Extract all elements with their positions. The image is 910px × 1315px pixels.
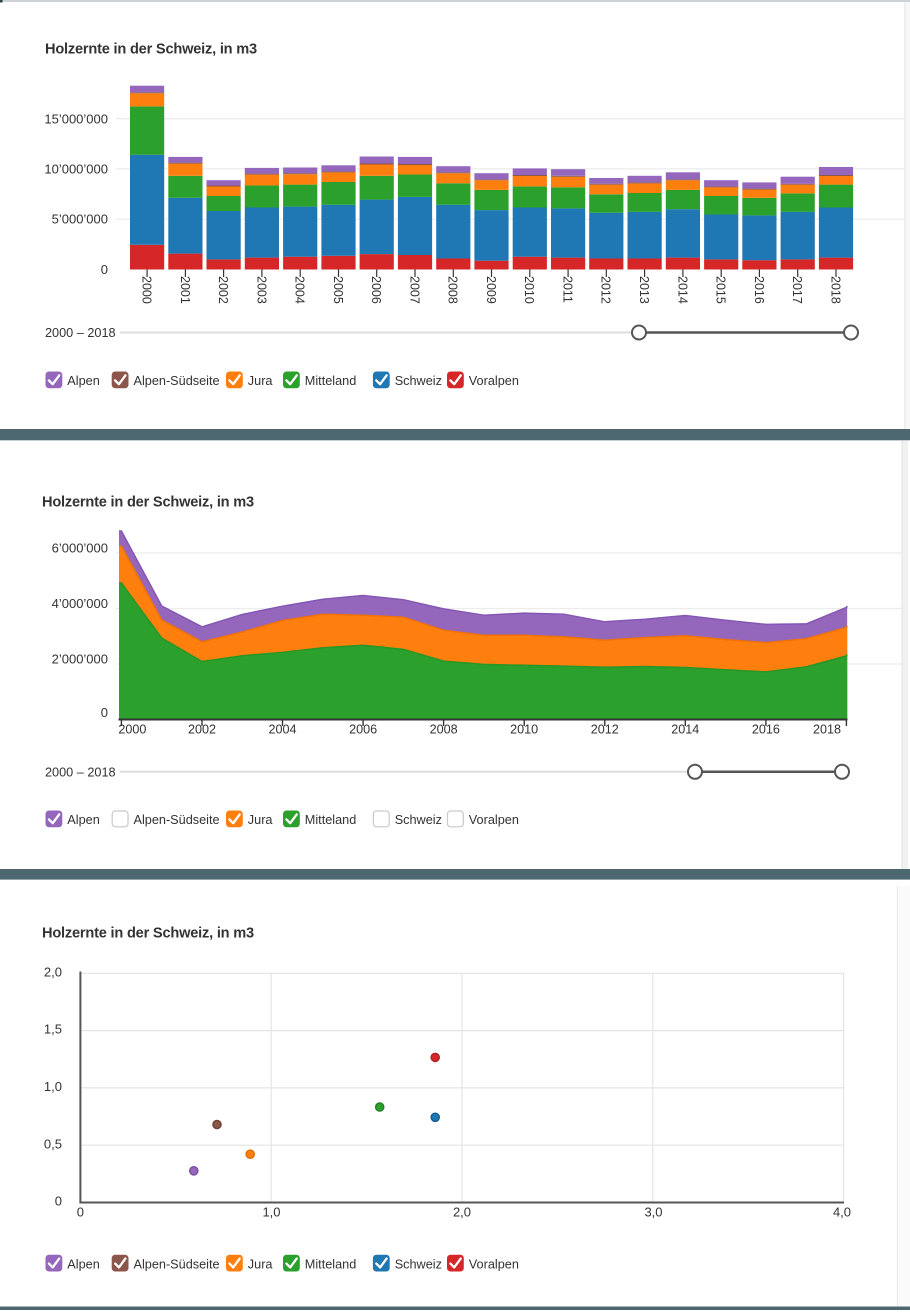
svg-text:2010: 2010 (522, 276, 536, 304)
svg-text:Schweiz: Schweiz (395, 374, 442, 388)
svg-text:1,5: 1,5 (44, 1022, 62, 1037)
svg-text:2018: 2018 (828, 276, 842, 304)
svg-text:Voralpen: Voralpen (469, 813, 519, 827)
svg-text:Alpen: Alpen (67, 813, 99, 827)
svg-text:2005: 2005 (331, 276, 345, 304)
svg-text:2006: 2006 (349, 723, 377, 737)
svg-text:2008: 2008 (446, 276, 460, 304)
svg-text:2014: 2014 (675, 276, 689, 304)
svg-text:2002: 2002 (216, 276, 230, 304)
svg-text:Schweiz: Schweiz (395, 1257, 442, 1271)
svg-text:Voralpen: Voralpen (469, 1257, 519, 1271)
svg-text:1,0: 1,0 (262, 1205, 280, 1220)
svg-text:2000 – 2018: 2000 – 2018 (45, 765, 116, 779)
svg-text:Holzernte in der Schweiz, in m: Holzernte in der Schweiz, in m3 (45, 42, 257, 58)
svg-text:2008: 2008 (430, 723, 458, 737)
svg-text:2002: 2002 (188, 723, 216, 737)
svg-text:2000: 2000 (118, 723, 146, 737)
svg-text:0: 0 (101, 262, 108, 277)
svg-text:2017: 2017 (790, 276, 804, 304)
svg-text:2012: 2012 (591, 723, 619, 737)
svg-text:Mitteland: Mitteland (305, 374, 356, 388)
svg-text:2015: 2015 (714, 276, 728, 304)
svg-text:2012: 2012 (599, 276, 613, 304)
svg-text:10’000’000: 10’000’000 (44, 162, 108, 177)
svg-text:2014: 2014 (671, 723, 699, 737)
svg-text:2003: 2003 (254, 276, 268, 304)
svg-text:3,0: 3,0 (644, 1205, 662, 1220)
svg-text:2018: 2018 (813, 723, 841, 737)
svg-text:4’000’000: 4’000’000 (52, 596, 108, 611)
svg-text:Alpen-Südseite: Alpen-Südseite (134, 1257, 220, 1271)
svg-text:4,0: 4,0 (833, 1205, 851, 1220)
svg-text:0: 0 (77, 1205, 84, 1220)
svg-text:Schweiz: Schweiz (395, 813, 442, 827)
svg-text:Jura: Jura (248, 813, 274, 827)
svg-text:Alpen-Südseite: Alpen-Südseite (134, 813, 220, 827)
svg-text:Holzernte in der Schweiz, in m: Holzernte in der Schweiz, in m3 (42, 495, 254, 511)
svg-text:1,0: 1,0 (44, 1079, 62, 1094)
svg-text:2016: 2016 (752, 276, 766, 304)
svg-text:2,0: 2,0 (453, 1205, 471, 1220)
svg-text:0: 0 (55, 1194, 62, 1209)
svg-text:Voralpen: Voralpen (469, 374, 519, 388)
svg-text:5’000’000: 5’000’000 (52, 212, 108, 227)
svg-text:2013: 2013 (637, 276, 651, 304)
svg-text:Jura: Jura (248, 1257, 274, 1271)
svg-text:2000: 2000 (140, 276, 154, 304)
svg-text:2011: 2011 (561, 276, 575, 303)
svg-text:2006: 2006 (369, 276, 383, 304)
svg-text:6’000’000: 6’000’000 (52, 541, 108, 556)
svg-text:2000 – 2018: 2000 – 2018 (45, 326, 116, 340)
svg-text:Jura: Jura (248, 374, 274, 388)
svg-text:2007: 2007 (407, 276, 421, 304)
svg-text:2009: 2009 (484, 276, 498, 304)
svg-text:2,0: 2,0 (44, 964, 62, 979)
svg-text:0: 0 (101, 705, 108, 720)
svg-text:Mitteland: Mitteland (305, 813, 356, 827)
svg-text:Alpen: Alpen (67, 1257, 99, 1271)
svg-text:2’000’000: 2’000’000 (52, 652, 108, 667)
svg-text:Alpen-Südseite: Alpen-Südseite (134, 374, 220, 388)
svg-text:2001: 2001 (178, 276, 192, 304)
svg-text:2016: 2016 (752, 723, 780, 737)
svg-text:2004: 2004 (293, 276, 307, 304)
svg-text:Holzernte in der Schweiz, in m: Holzernte in der Schweiz, in m3 (42, 926, 254, 942)
svg-text:Alpen: Alpen (67, 374, 99, 388)
svg-text:0,5: 0,5 (44, 1136, 62, 1151)
svg-text:2010: 2010 (510, 723, 538, 737)
svg-text:15’000’000: 15’000’000 (44, 111, 108, 126)
svg-text:Mitteland: Mitteland (305, 1257, 356, 1271)
svg-text:2004: 2004 (268, 723, 296, 737)
